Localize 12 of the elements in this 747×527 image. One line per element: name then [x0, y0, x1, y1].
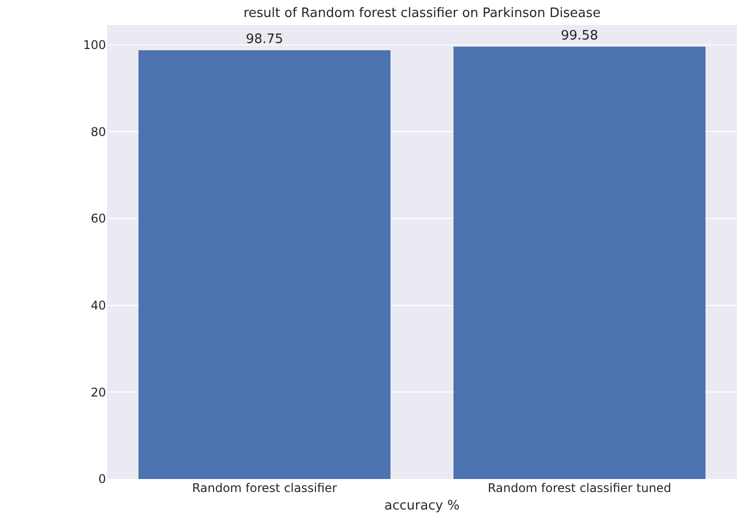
y-tick-label: 80 — [90, 124, 106, 139]
chart-title: result of Random forest classifier on Parkinson Disease — [243, 6, 601, 22]
y-tick-label: 0 — [98, 472, 106, 486]
data-label: 98.75 — [246, 32, 284, 48]
y-tick-label: 100 — [83, 38, 106, 52]
y-tick-label: 20 — [90, 385, 106, 400]
data-label: 99.58 — [560, 28, 598, 44]
x-tick-label: Random forest classifier — [192, 481, 338, 495]
y-tick-label: 60 — [90, 212, 106, 226]
x-tick-label: Random forest classifier tuned — [488, 481, 672, 495]
y-tick-label: 40 — [90, 298, 106, 313]
x-axis-title: accuracy % — [384, 498, 460, 514]
